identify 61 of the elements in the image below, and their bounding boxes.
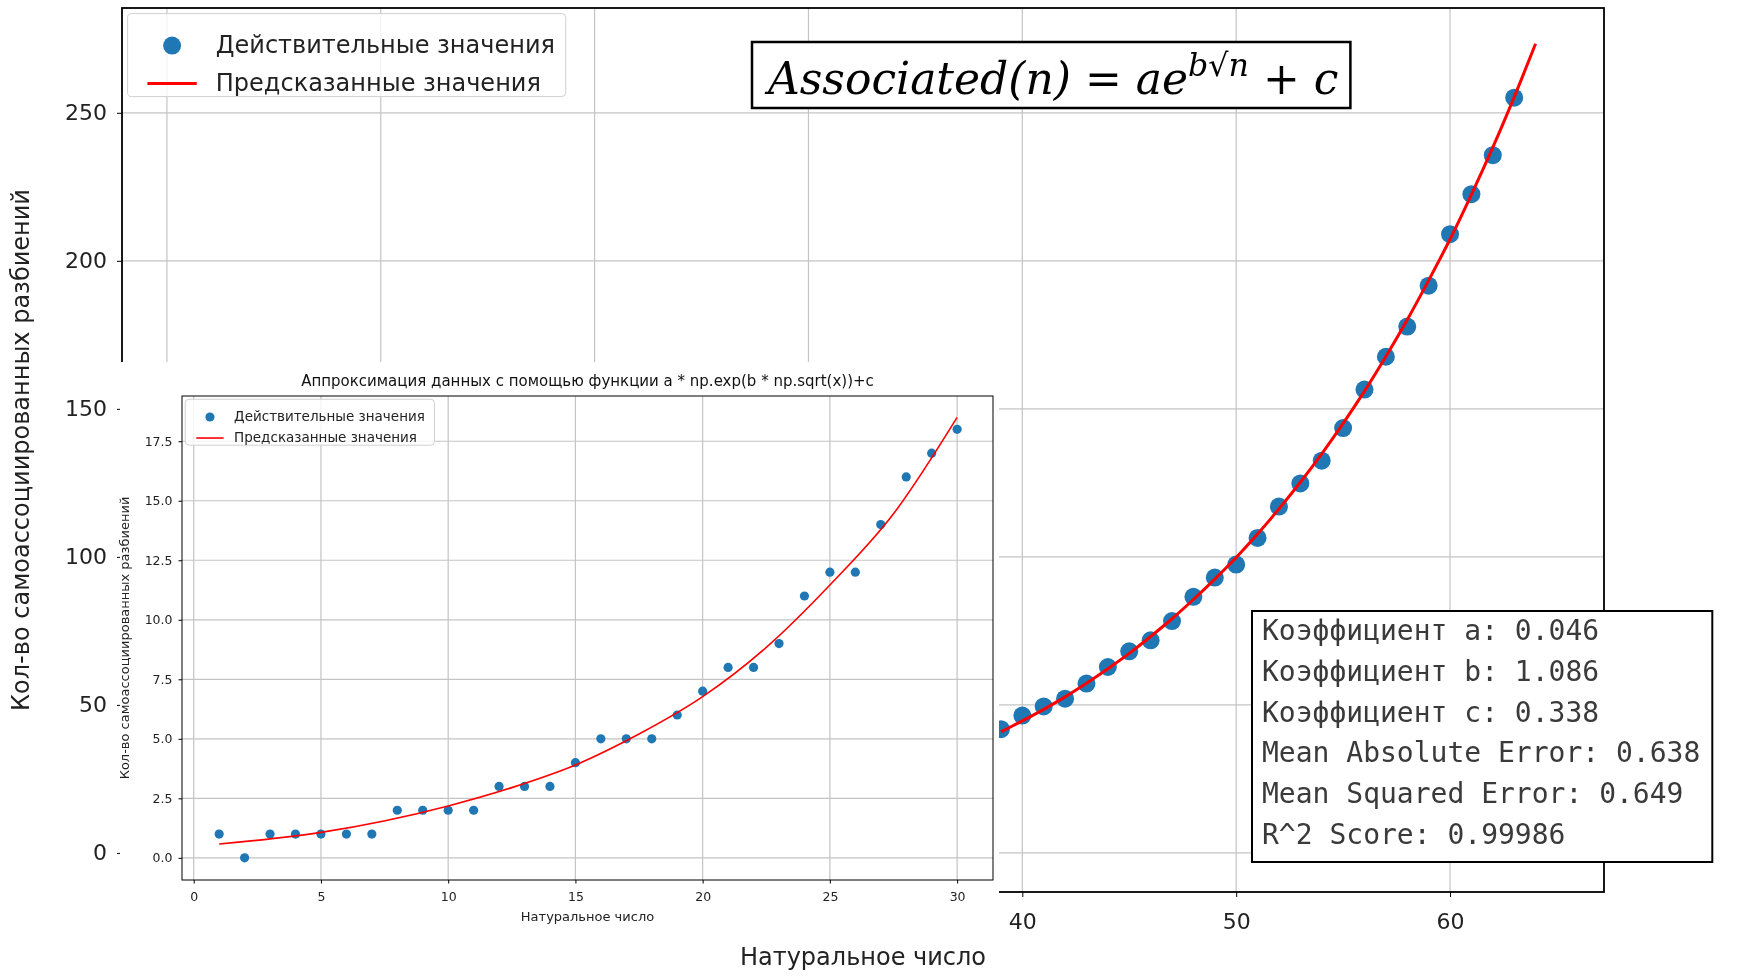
y-tick-label: 10.0 — [144, 612, 173, 628]
y-tick-label: 100 — [65, 544, 107, 570]
x-tick-label: 60 — [1436, 909, 1465, 934]
x-tick-label: 15 — [567, 888, 584, 904]
y-axis-title: Кол-во самоассоциированных разбиений — [116, 496, 132, 780]
point — [647, 734, 657, 744]
y-tick-label: 12.5 — [144, 552, 173, 568]
point — [901, 472, 911, 482]
y-tick-label: 0.0 — [152, 850, 173, 866]
x-axis-title: Натуральное число — [520, 908, 655, 924]
annotation: Коэффициент c: 0.338 — [1262, 695, 1600, 729]
y-tick-label: 50 — [79, 692, 107, 718]
point — [494, 781, 504, 792]
annotation: Mean Squared Error: 0.649 — [1262, 777, 1684, 811]
x-tick-label: 5 — [317, 888, 326, 904]
y-tick-label: 200 — [65, 248, 107, 274]
x-tick-label: 25 — [822, 888, 839, 904]
x-tick-label: 50 — [1222, 909, 1251, 934]
point — [469, 805, 479, 815]
point — [774, 639, 784, 649]
x-tick-label: 10 — [440, 888, 457, 904]
annotation: R^2 Score: 0.99986 — [1262, 818, 1566, 851]
point — [748, 662, 759, 672]
point — [240, 853, 250, 863]
point — [392, 805, 402, 815]
annotation: Associated(n) = ae$^{b√n}$ + c — [764, 47, 1339, 104]
y-tick-label: 17.5 — [144, 433, 173, 449]
legend-label: Действительные значения — [234, 408, 425, 425]
x-axis-title: Натуральное число — [739, 943, 987, 971]
x-tick-label: 40 — [1008, 909, 1037, 934]
point — [265, 829, 275, 839]
annotation: Коэффициент a: 0.046 — [1262, 614, 1600, 647]
point — [723, 662, 733, 672]
y-tick-label: 15.0 — [144, 493, 173, 509]
point — [952, 424, 962, 434]
point — [443, 805, 453, 815]
point — [341, 829, 351, 839]
y-tick-label: 150 — [65, 396, 107, 422]
point — [825, 567, 835, 577]
point — [698, 686, 708, 696]
point — [214, 829, 224, 839]
point — [850, 567, 860, 577]
y-tick-label: 250 — [65, 100, 107, 126]
chart-title: Аппроксимация данных с помощью функции a * np.exp(b * np.sqrt(x))+c — [301, 372, 874, 390]
y-tick-label: 0 — [93, 840, 107, 866]
legend-label: Предсказанные значения — [215, 68, 541, 97]
annotation: Mean Absolute Error: 0.638 — [1262, 736, 1701, 770]
legend-label: Предсказанные значения — [234, 429, 417, 446]
annotation: Коэффициент b: 1.086 — [1262, 654, 1600, 688]
point — [596, 734, 606, 744]
point — [367, 829, 377, 839]
y-tick-label: 2.5 — [152, 790, 173, 806]
y-axis-title: Кол-во самоассоциированных разбиений — [7, 189, 35, 711]
point — [545, 781, 555, 792]
y-tick-label: 7.5 — [152, 671, 173, 687]
legend-label: Действительные значения — [215, 30, 555, 59]
point — [799, 591, 810, 601]
x-tick-label: 20 — [695, 888, 712, 904]
x-tick-label: 0 — [190, 888, 199, 904]
y-tick-label: 5.0 — [152, 731, 173, 747]
x-tick-label: 30 — [949, 888, 966, 904]
